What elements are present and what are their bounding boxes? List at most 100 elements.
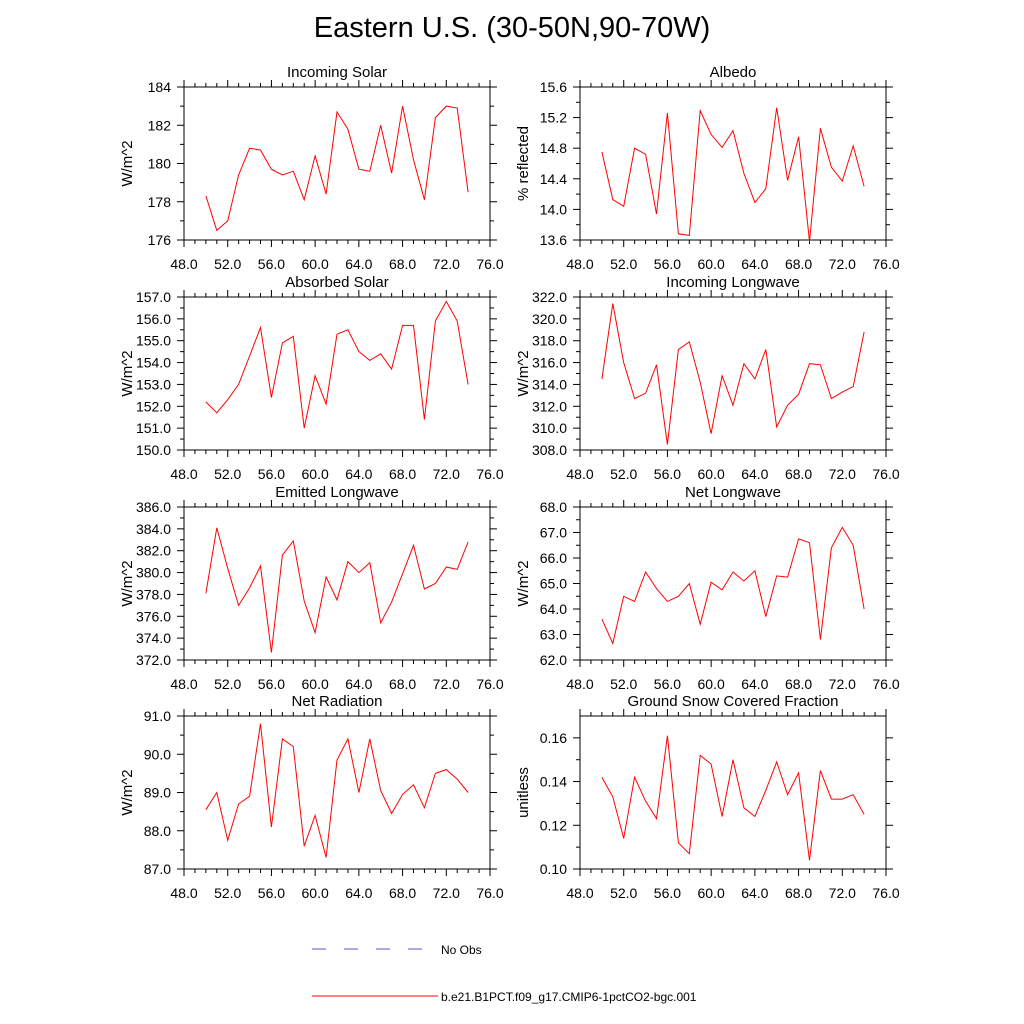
x-tick-label: 52.0 bbox=[610, 466, 637, 482]
y-tick-label: 156.0 bbox=[136, 311, 171, 327]
panel-title: Absorbed Solar bbox=[285, 274, 388, 291]
y-tick-label: 153.0 bbox=[136, 376, 171, 392]
series-line bbox=[601, 303, 865, 445]
x-tick-label: 56.0 bbox=[258, 256, 285, 272]
y-tick-label: 90.0 bbox=[144, 746, 171, 762]
panel-title: Net Radiation bbox=[292, 693, 383, 710]
series-line bbox=[601, 735, 865, 861]
series-line bbox=[601, 526, 865, 645]
y-tick-label: 150.0 bbox=[136, 442, 171, 458]
panel-ground-snow-covered-fraction: Ground Snow Covered Fraction unitless 48.0… bbox=[515, 693, 900, 901]
x-tick-label: 68.0 bbox=[785, 466, 812, 482]
x-tick-label: 48.0 bbox=[170, 256, 197, 272]
y-tick-label: 68.0 bbox=[540, 499, 567, 515]
x-tick-label: 56.0 bbox=[258, 885, 285, 901]
plot-frame bbox=[183, 296, 491, 451]
y-tick-label: 322.0 bbox=[532, 289, 567, 305]
x-tick-label: 52.0 bbox=[214, 676, 241, 692]
y-tick-label: 380.0 bbox=[136, 565, 171, 581]
x-tick-label: 56.0 bbox=[258, 466, 285, 482]
y-tick-label: 89.0 bbox=[144, 785, 171, 801]
y-tick-label: 155.0 bbox=[136, 333, 171, 349]
y-tick-label: 308.0 bbox=[532, 442, 567, 458]
x-tick-label: 68.0 bbox=[389, 885, 416, 901]
y-tick-label: 0.16 bbox=[540, 730, 567, 746]
panel-net-radiation: Net Radiation W/m^2 48.0 52.0 56.0 60.0 64.0 68… bbox=[119, 693, 504, 901]
panel-emitted-longwave: Emitted Longwave W/m^2 48.0 52.0 56.0 60.0 64.… bbox=[119, 484, 504, 692]
panel-incoming-longwave: Incoming Longwave W/m^2 48.0 52.0 56.0 60.0 64… bbox=[515, 274, 900, 482]
x-tick-label: 72.0 bbox=[829, 885, 856, 901]
x-tick-label: 64.0 bbox=[741, 466, 768, 482]
x-tick-label: 72.0 bbox=[829, 256, 856, 272]
x-tick-label: 68.0 bbox=[785, 256, 812, 272]
y-tick-label: 376.0 bbox=[136, 608, 171, 624]
plot-frame bbox=[579, 506, 887, 661]
x-tick-label: 68.0 bbox=[389, 466, 416, 482]
x-tick-label: 72.0 bbox=[829, 676, 856, 692]
plot-frame bbox=[183, 506, 491, 661]
panel-title: Emitted Longwave bbox=[275, 484, 398, 501]
y-axis-label: W/m^2 bbox=[119, 560, 136, 606]
y-tick-label: 312.0 bbox=[532, 398, 567, 414]
legend: No Obs b.e21.B1PCT.f09_g17.CMIP6-1pctCO2-… bbox=[312, 943, 697, 1004]
plot-frame bbox=[183, 86, 491, 241]
x-tick-label: 64.0 bbox=[345, 256, 372, 272]
y-tick-label: 87.0 bbox=[144, 861, 171, 877]
y-tick-label: 316.0 bbox=[532, 355, 567, 371]
x-tick-label: 72.0 bbox=[433, 885, 460, 901]
y-axis-label: W/m^2 bbox=[515, 350, 532, 396]
y-tick-label: 382.0 bbox=[136, 543, 171, 559]
y-axis-label: W/m^2 bbox=[119, 140, 136, 186]
y-tick-label: 0.12 bbox=[540, 817, 567, 833]
x-tick-label: 64.0 bbox=[741, 676, 768, 692]
x-tick-label: 60.0 bbox=[698, 466, 725, 482]
panel-incoming-solar: Incoming Solar W/m^2 48.0 52.0 56.0 60.0 64.0 6… bbox=[119, 64, 504, 272]
y-tick-label: 15.6 bbox=[540, 79, 567, 95]
x-tick-label: 52.0 bbox=[610, 676, 637, 692]
x-tick-label: 68.0 bbox=[389, 676, 416, 692]
legend-label-model: b.e21.B1PCT.f09_g17.CMIP6-1pctCO2-bgc.00… bbox=[441, 990, 697, 1004]
x-tick-label: 56.0 bbox=[654, 676, 681, 692]
panel-title: Incoming Solar bbox=[287, 64, 387, 81]
x-tick-label: 76.0 bbox=[872, 466, 899, 482]
x-tick-label: 48.0 bbox=[566, 676, 593, 692]
y-tick-label: 64.0 bbox=[540, 601, 567, 617]
x-tick-label: 68.0 bbox=[785, 676, 812, 692]
y-axis-label: W/m^2 bbox=[119, 769, 136, 815]
y-tick-label: 13.6 bbox=[540, 232, 567, 248]
x-tick-label: 60.0 bbox=[302, 256, 329, 272]
y-tick-label: 88.0 bbox=[144, 823, 171, 839]
y-tick-label: 15.2 bbox=[540, 110, 567, 126]
y-tick-label: 14.4 bbox=[540, 171, 567, 187]
panel-albedo: Albedo % reflected 48.0 52.0 56.0 60.0 64.0 68.… bbox=[515, 64, 900, 272]
legend-label-no-obs: No Obs bbox=[441, 943, 482, 957]
x-tick-label: 76.0 bbox=[476, 466, 503, 482]
y-tick-label: 151.0 bbox=[136, 420, 171, 436]
x-tick-label: 72.0 bbox=[433, 256, 460, 272]
y-tick-label: 152.0 bbox=[136, 398, 171, 414]
x-tick-label: 76.0 bbox=[476, 256, 503, 272]
y-axis-label: unitless bbox=[515, 767, 532, 818]
y-tick-label: 65.0 bbox=[540, 576, 567, 592]
y-tick-label: 0.14 bbox=[540, 774, 567, 790]
y-tick-label: 62.0 bbox=[540, 652, 567, 668]
panel-net-longwave: Net Longwave W/m^2 48.0 52.0 56.0 60.0 64.0 68.… bbox=[515, 484, 900, 692]
y-tick-label: 372.0 bbox=[136, 652, 171, 668]
plot-frame bbox=[579, 296, 887, 451]
x-tick-label: 48.0 bbox=[170, 466, 197, 482]
y-tick-label: 157.0 bbox=[136, 289, 171, 305]
y-axis-label: W/m^2 bbox=[515, 560, 532, 606]
y-tick-label: 67.0 bbox=[540, 525, 567, 541]
y-tick-label: 178 bbox=[148, 194, 172, 210]
x-tick-label: 64.0 bbox=[345, 885, 372, 901]
x-tick-label: 64.0 bbox=[741, 256, 768, 272]
series-line bbox=[205, 527, 469, 653]
x-tick-label: 60.0 bbox=[698, 256, 725, 272]
y-tick-label: 14.8 bbox=[540, 140, 567, 156]
x-tick-label: 60.0 bbox=[302, 885, 329, 901]
y-tick-label: 386.0 bbox=[136, 499, 171, 515]
plot-frame bbox=[579, 86, 887, 241]
series-line bbox=[601, 107, 865, 242]
